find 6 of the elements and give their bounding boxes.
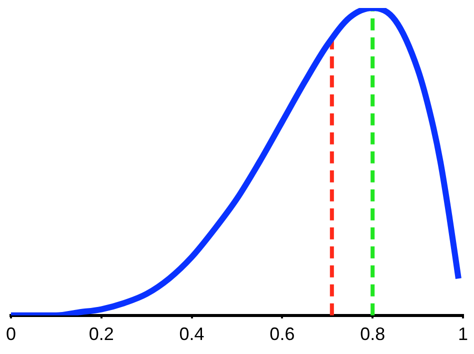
x-tick-label: 0.2 [88, 324, 114, 344]
x-tick-label: 0 [6, 324, 16, 344]
x-tick-label: 0.4 [179, 324, 204, 344]
x-tick-label: 0.6 [270, 324, 295, 344]
x-tick-label: 0.8 [360, 324, 386, 344]
x-tick-label: 1 [458, 324, 468, 344]
